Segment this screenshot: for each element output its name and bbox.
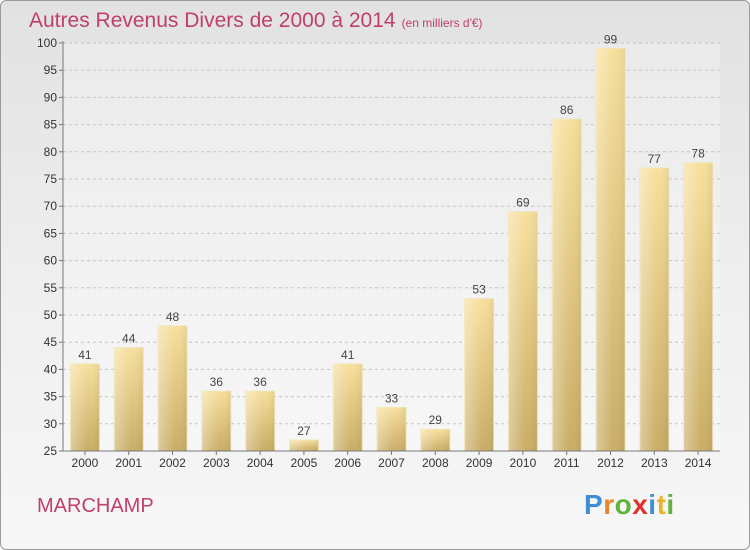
bar-shine (377, 407, 406, 451)
bar-value-label: 53 (472, 283, 486, 297)
y-tick-label: 70 (44, 199, 58, 213)
bar-value-label: 41 (78, 348, 92, 362)
x-tick-label: 2012 (597, 456, 624, 470)
bar-shine (289, 440, 319, 451)
bar-value-label: 33 (385, 391, 399, 405)
proxiti-logo: Proxiti (584, 489, 675, 521)
x-tick-label: 2006 (334, 456, 361, 470)
bar-shine (639, 168, 669, 451)
chart-subtitle: (en milliers d'€) (401, 16, 483, 30)
y-tick-label: 95 (44, 63, 58, 77)
bar-shine (333, 363, 363, 451)
y-tick-label: 65 (44, 226, 58, 240)
y-tick-label: 45 (44, 335, 58, 349)
y-tick-label: 40 (44, 362, 58, 376)
bar-value-label: 41 (341, 348, 355, 362)
bar-value-label: 44 (122, 332, 136, 346)
x-tick-label: 2005 (291, 456, 318, 470)
x-tick-label: 2004 (247, 456, 274, 470)
logo-letter: x (632, 489, 649, 520)
x-tick-label: 2000 (72, 456, 99, 470)
bar-shine (508, 211, 538, 451)
logo-letter: P (584, 489, 604, 520)
bar-value-label: 78 (691, 147, 705, 161)
y-tick-label: 35 (44, 390, 58, 404)
bar-value-label: 69 (516, 196, 530, 210)
x-tick-label: 2003 (203, 456, 230, 470)
place-name: MARCHAMP (37, 495, 154, 517)
x-tick-label: 2014 (685, 456, 712, 470)
logo-letter: t (656, 489, 667, 520)
chart-title: Autres Revenus Divers de 2000 à 2014 (en … (29, 9, 483, 33)
logo-letter: r (603, 489, 615, 520)
bar-value-label: 48 (166, 310, 180, 324)
bar-value-label: 77 (648, 152, 662, 166)
logo-letter: i (666, 489, 675, 520)
x-tick-label: 2001 (115, 456, 142, 470)
y-tick-label: 25 (44, 444, 58, 458)
bar-value-label: 99 (604, 32, 618, 46)
x-tick-label: 2002 (159, 456, 186, 470)
x-tick-label: 2011 (554, 456, 580, 470)
bar-value-label: 29 (429, 413, 443, 427)
bar-shine (158, 325, 187, 451)
bar-shine (201, 391, 231, 451)
logo-letter: i (648, 489, 657, 520)
bar-shine (420, 429, 450, 451)
title-text: Autres Revenus Divers de 2000 à 2014 (29, 9, 396, 32)
logo-letter: o (614, 489, 633, 520)
y-tick-label: 60 (44, 254, 58, 268)
y-tick-label: 85 (44, 118, 58, 132)
bar-shine (70, 363, 100, 451)
y-tick-label: 100 (37, 36, 57, 50)
bar-value-label: 86 (560, 103, 574, 117)
x-tick-label: 2013 (641, 456, 668, 470)
bar-shine (464, 298, 494, 451)
y-tick-label: 75 (44, 172, 58, 186)
bar-value-label: 27 (297, 424, 311, 438)
bars-layer: 41 44 48 36 36 27 41 33 29 53 69 86 99 77 78 (69, 32, 714, 452)
bar-value-label: 36 (210, 375, 224, 389)
x-tick-label: 2009 (466, 456, 493, 470)
y-tick-label: 30 (44, 417, 58, 431)
bar-shine (552, 119, 582, 451)
bar-shine (114, 347, 144, 451)
axis-layer: 25 30 35 40 45 50 55 60 65 70 75 80 85 90 95 100 2000 200… (37, 36, 720, 470)
y-tick-label: 90 (44, 90, 58, 104)
bar-shine (683, 162, 713, 451)
y-tick-label: 55 (44, 281, 58, 295)
x-tick-label: 2010 (510, 456, 537, 470)
y-tick-label: 80 (44, 145, 58, 159)
bar-value-label: 36 (253, 375, 267, 389)
x-tick-label: 2008 (422, 456, 449, 470)
y-tick-label: 50 (44, 308, 58, 322)
bar-shine (245, 391, 275, 451)
bar-shine (596, 48, 625, 451)
x-tick-label: 2007 (378, 456, 405, 470)
